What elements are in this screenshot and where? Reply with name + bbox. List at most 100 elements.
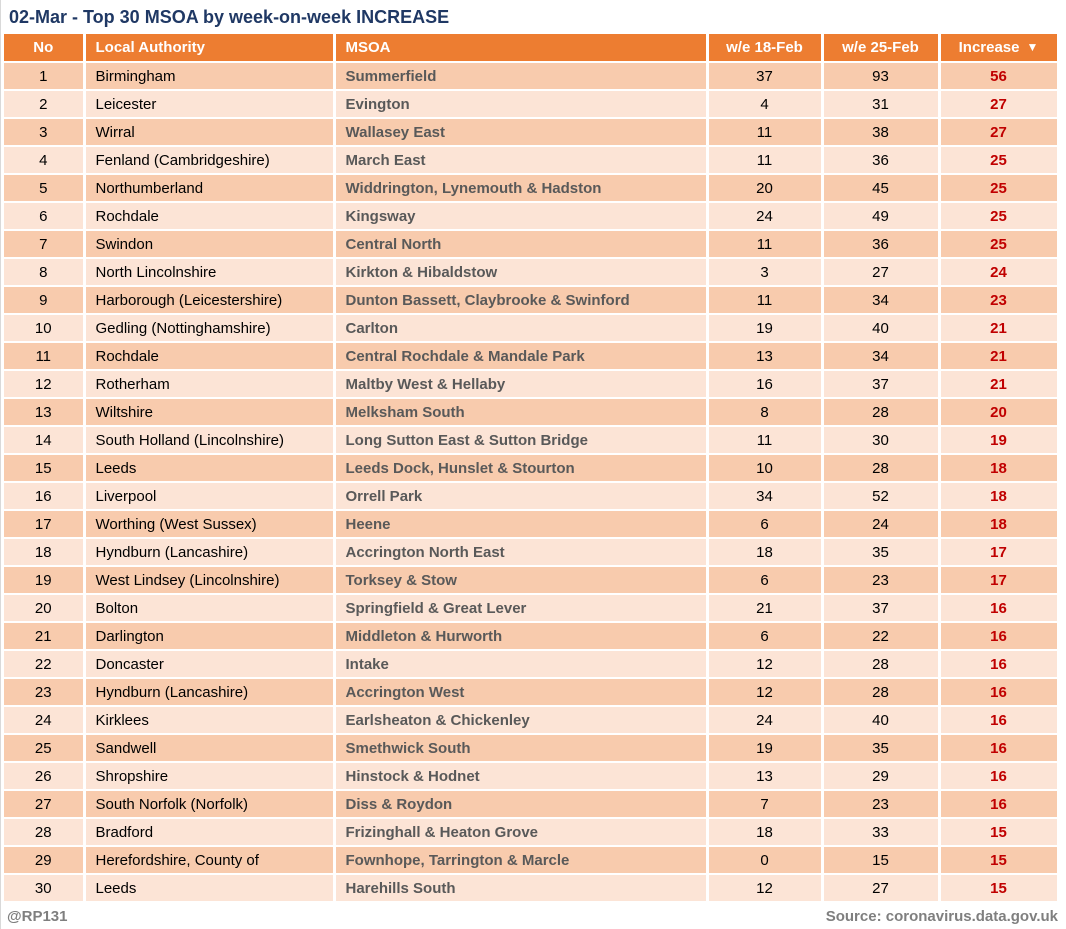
rank-cell: 22 bbox=[4, 650, 86, 679]
table-row: 9 Harborough (Leicestershire) Dunton Basse… bbox=[4, 286, 1060, 315]
increase-cell: 15 bbox=[939, 846, 1060, 875]
msoa-cell: March East bbox=[334, 146, 709, 175]
week2-count-cell: 24 bbox=[822, 510, 941, 539]
local-authority-cell: Rochdale bbox=[84, 202, 336, 231]
week1-count-cell: 11 bbox=[707, 118, 824, 147]
local-authority-cell: Hyndburn (Lancashire) bbox=[84, 678, 336, 707]
increase-cell: 16 bbox=[939, 706, 1060, 735]
footer: @RP131 Source: coronavirus.data.gov.uk bbox=[7, 908, 1058, 925]
rank-cell: 27 bbox=[4, 790, 86, 819]
source-credit: Source: coronavirus.data.gov.uk bbox=[825, 908, 1058, 925]
local-authority-cell: Wiltshire bbox=[84, 398, 336, 427]
local-authority-cell: Darlington bbox=[84, 622, 336, 651]
week1-count-cell: 12 bbox=[707, 678, 824, 707]
local-authority-cell: Wirral bbox=[84, 118, 336, 147]
local-authority-cell: Leicester bbox=[84, 90, 336, 119]
table-row: 18 Hyndburn (Lancashire) Accrington North … bbox=[4, 538, 1060, 567]
rank-cell: 18 bbox=[4, 538, 86, 567]
rank-cell: 16 bbox=[4, 482, 86, 511]
week1-count-cell: 11 bbox=[707, 426, 824, 455]
rank-cell: 4 bbox=[4, 146, 86, 175]
week2-count-cell: 35 bbox=[822, 734, 941, 763]
rank-cell: 21 bbox=[4, 622, 86, 651]
week2-count-cell: 28 bbox=[822, 678, 941, 707]
local-authority-cell: Bolton bbox=[84, 594, 336, 623]
table-row: 17 Worthing (West Sussex) Heene 6 24 18 bbox=[4, 510, 1060, 539]
msoa-table: No Local Authority MSOA w/e 18-Feb w/e 2… bbox=[4, 34, 1060, 903]
week2-count-cell: 38 bbox=[822, 118, 941, 147]
increase-cell: 19 bbox=[939, 426, 1060, 455]
increase-cell: 25 bbox=[939, 146, 1060, 175]
sort-descending-icon: ▼ bbox=[1026, 40, 1039, 54]
local-authority-cell: South Norfolk (Norfolk) bbox=[84, 790, 336, 819]
msoa-cell: Intake bbox=[334, 650, 709, 679]
week2-count-cell: 27 bbox=[822, 258, 941, 287]
week2-count-cell: 34 bbox=[822, 286, 941, 315]
msoa-cell: Kingsway bbox=[334, 202, 709, 231]
local-authority-cell: Kirklees bbox=[84, 706, 336, 735]
table-row: 19 West Lindsey (Lincolnshire) Torksey & S… bbox=[4, 566, 1060, 595]
msoa-cell: Springfield & Great Lever bbox=[334, 594, 709, 623]
local-authority-cell: Hyndburn (Lancashire) bbox=[84, 538, 336, 567]
increase-cell: 15 bbox=[939, 874, 1060, 903]
table-row: 26 Shropshire Hinstock & Hodnet 13 29 16 bbox=[4, 762, 1060, 791]
week2-count-cell: 37 bbox=[822, 370, 941, 399]
increase-cell: 16 bbox=[939, 762, 1060, 791]
rank-cell: 12 bbox=[4, 370, 86, 399]
week2-count-cell: 35 bbox=[822, 538, 941, 567]
table-row: 25 Sandwell Smethwick South 19 35 16 bbox=[4, 734, 1060, 763]
rank-cell: 23 bbox=[4, 678, 86, 707]
week1-count-cell: 7 bbox=[707, 790, 824, 819]
week2-count-cell: 34 bbox=[822, 342, 941, 371]
week1-count-cell: 13 bbox=[707, 762, 824, 791]
rank-cell: 24 bbox=[4, 706, 86, 735]
table-row: 8 North Lincolnshire Kirkton & Hibaldstow 3… bbox=[4, 258, 1060, 287]
increase-cell: 17 bbox=[939, 538, 1060, 567]
rank-cell: 5 bbox=[4, 174, 86, 203]
table-row: 6 Rochdale Kingsway 24 49 25 bbox=[4, 202, 1060, 231]
local-authority-cell: Gedling (Nottinghamshire) bbox=[84, 314, 336, 343]
week1-count-cell: 37 bbox=[707, 62, 824, 91]
week1-count-cell: 13 bbox=[707, 342, 824, 371]
week2-count-cell: 36 bbox=[822, 146, 941, 175]
local-authority-cell: Sandwell bbox=[84, 734, 336, 763]
week2-count-cell: 37 bbox=[822, 594, 941, 623]
rank-cell: 8 bbox=[4, 258, 86, 287]
column-header-msoa: MSOA bbox=[334, 34, 709, 63]
table-row: 3 Wirral Wallasey East 11 38 27 bbox=[4, 118, 1060, 147]
rank-cell: 10 bbox=[4, 314, 86, 343]
msoa-cell: Long Sutton East & Sutton Bridge bbox=[334, 426, 709, 455]
table-row: 16 Liverpool Orrell Park 34 52 18 bbox=[4, 482, 1060, 511]
week1-count-cell: 11 bbox=[707, 146, 824, 175]
week2-count-cell: 29 bbox=[822, 762, 941, 791]
table-row: 22 Doncaster Intake 12 28 16 bbox=[4, 650, 1060, 679]
week1-count-cell: 10 bbox=[707, 454, 824, 483]
msoa-cell: Maltby West & Hellaby bbox=[334, 370, 709, 399]
week1-count-cell: 0 bbox=[707, 846, 824, 875]
author-handle: @RP131 bbox=[7, 908, 68, 925]
msoa-cell: Earlsheaton & Chickenley bbox=[334, 706, 709, 735]
column-header-we-25-feb: w/e 25-Feb bbox=[822, 34, 941, 63]
week2-count-cell: 30 bbox=[822, 426, 941, 455]
week2-count-cell: 15 bbox=[822, 846, 941, 875]
week2-count-cell: 31 bbox=[822, 90, 941, 119]
table-row: 10 Gedling (Nottinghamshire) Carlton 19 40 21 bbox=[4, 314, 1060, 343]
msoa-cell: Fownhope, Tarrington & Marcle bbox=[334, 846, 709, 875]
rank-cell: 15 bbox=[4, 454, 86, 483]
local-authority-cell: Harborough (Leicestershire) bbox=[84, 286, 336, 315]
msoa-cell: Dunton Bassett, Claybrooke & Swinford bbox=[334, 286, 709, 315]
week1-count-cell: 6 bbox=[707, 566, 824, 595]
increase-cell: 18 bbox=[939, 482, 1060, 511]
increase-cell: 21 bbox=[939, 370, 1060, 399]
increase-cell: 18 bbox=[939, 510, 1060, 539]
msoa-cell: Diss & Roydon bbox=[334, 790, 709, 819]
rank-cell: 30 bbox=[4, 874, 86, 903]
week1-count-cell: 12 bbox=[707, 874, 824, 903]
rank-cell: 14 bbox=[4, 426, 86, 455]
increase-cell: 17 bbox=[939, 566, 1060, 595]
week1-count-cell: 11 bbox=[707, 286, 824, 315]
msoa-cell: Widdrington, Lynemouth & Hadston bbox=[334, 174, 709, 203]
table-row: 7 Swindon Central North 11 36 25 bbox=[4, 230, 1060, 259]
rank-cell: 11 bbox=[4, 342, 86, 371]
rank-cell: 13 bbox=[4, 398, 86, 427]
